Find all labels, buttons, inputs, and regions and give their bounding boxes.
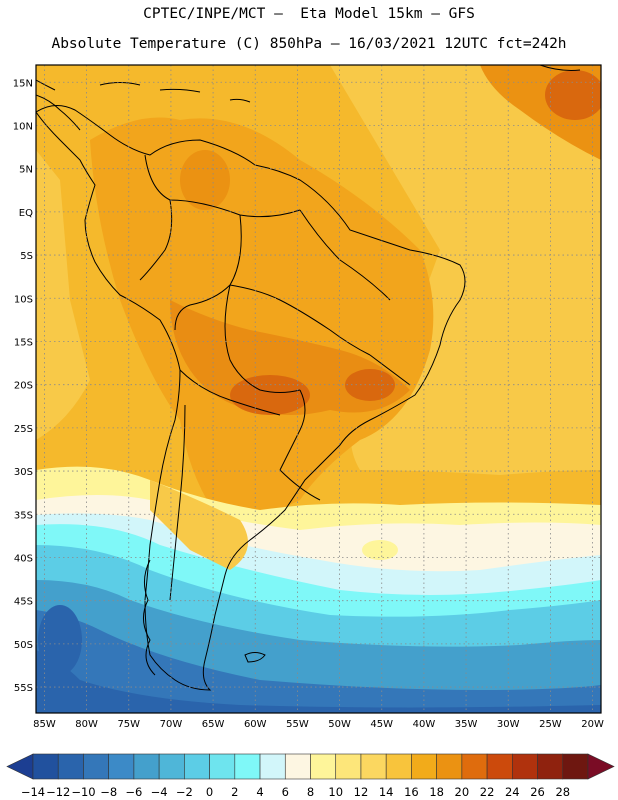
- colorbar-label: −6: [125, 785, 142, 799]
- colorbar-label: 6: [282, 785, 289, 799]
- latitude-label: EQ: [19, 208, 33, 219]
- latitude-label: 40S: [14, 553, 33, 564]
- colorbar-swatch: [310, 753, 337, 780]
- colorbar-label: 14: [379, 785, 394, 799]
- colorbar-label: 8: [307, 785, 314, 799]
- longitude-label: 50W: [328, 719, 351, 730]
- latitude-label: 20S: [14, 381, 33, 392]
- colorbar-label: 10: [328, 785, 343, 799]
- latitude-label: 10N: [13, 121, 33, 132]
- map-frame: [35, 64, 602, 714]
- latitude-label: 5N: [19, 165, 33, 176]
- map-title: CPTEC/INPE/MCT – Eta Model 15km – GFS: [143, 6, 475, 22]
- longitude-label: 85W: [33, 719, 56, 730]
- longitude-labels: 85W 80W 75W 70W 65W 60W 55W 50W 45W 40W 35W 30W 25W 2…: [33, 719, 604, 730]
- colorbar-label: −14: [21, 785, 45, 799]
- colorbar-swatch: [209, 753, 236, 780]
- colorbar-min-arrow: [6, 753, 34, 780]
- colorbar-label: 20: [455, 785, 470, 799]
- colorbar-swatch: [436, 753, 463, 780]
- temperature-field: [36, 65, 601, 713]
- longitude-label: 65W: [202, 719, 225, 730]
- colorbar-swatch: [537, 753, 564, 780]
- colorbar-swatch: [158, 753, 185, 780]
- longitude-label: 20W: [581, 719, 604, 730]
- colorbar-swatch: [335, 753, 362, 780]
- colorbar-swatch: [57, 753, 84, 780]
- color-scale-bar: [6, 753, 615, 780]
- colorbar-label: 26: [530, 785, 545, 799]
- colorbar-swatch: [83, 753, 109, 780]
- latitude-labels: 15N 10N 5N EQ 5S 10S 15S 20S 25S 30S 35S 40S 45S 50S 5…: [13, 78, 33, 694]
- colorbar-swatch: [411, 753, 437, 780]
- colorbar-label: 0: [206, 785, 213, 799]
- latitude-label: 10S: [14, 294, 33, 305]
- longitude-label: 35W: [455, 719, 478, 730]
- colorbar-label: 4: [256, 785, 263, 799]
- colorbar-label: 16: [404, 785, 419, 799]
- latitude-label: 45S: [14, 597, 33, 608]
- colorbar-label: −4: [151, 785, 168, 799]
- longitude-label: 75W: [117, 719, 140, 730]
- latitude-label: 30S: [14, 467, 33, 478]
- map-gridlines: [36, 65, 601, 713]
- colorbar-max-arrow: [587, 753, 615, 780]
- colorbar-swatch: [234, 753, 261, 780]
- colorbar-swatch: [133, 753, 160, 780]
- colorbar-label: 22: [480, 785, 495, 799]
- latitude-label: 5S: [20, 251, 33, 262]
- colorbar-swatch: [108, 753, 135, 780]
- colorbar-label: −8: [100, 785, 117, 799]
- longitude-label: 25W: [539, 719, 562, 730]
- colorbar-label: 18: [429, 785, 444, 799]
- longitude-label: 40W: [413, 719, 436, 730]
- colorbar-label: −10: [71, 785, 95, 799]
- latitude-label: 15N: [13, 78, 33, 89]
- colorbar-swatch: [562, 753, 589, 780]
- colorbar-swatch: [259, 753, 286, 780]
- latitude-label: 15S: [14, 337, 33, 348]
- colorbar-swatch: [32, 753, 59, 780]
- colorbar-label: −2: [176, 785, 193, 799]
- longitude-label: 45W: [370, 719, 393, 730]
- color-scale-labels: −14 −12 −10 −8 −6 −4 −2 0 2 4 6 8 10 12 14 16 18 20 22 24 26…: [21, 785, 570, 799]
- colorbar-label: 12: [354, 785, 369, 799]
- latitude-label: 35S: [14, 510, 33, 521]
- colorbar-swatch: [512, 753, 538, 780]
- longitude-label: 30W: [497, 719, 520, 730]
- colorbar-swatch: [385, 753, 412, 780]
- colorbar-label: −12: [46, 785, 70, 799]
- longitude-label: 80W: [75, 719, 98, 730]
- map-subtitle: Absolute Temperature (C) 850hPa – 16/03/…: [51, 36, 567, 52]
- longitude-label: 60W: [244, 719, 267, 730]
- colorbar-label: 24: [505, 785, 520, 799]
- latitude-label: 55S: [14, 683, 33, 694]
- longitude-label: 70W: [160, 719, 183, 730]
- latitude-label: 50S: [14, 640, 33, 651]
- colorbar-swatch: [461, 753, 488, 780]
- colorbar-swatch: [184, 753, 210, 780]
- colorbar-swatch: [360, 753, 387, 780]
- colorbar-label: 2: [231, 785, 238, 799]
- colorbar-swatch: [284, 753, 311, 780]
- latitude-label: 25S: [14, 424, 33, 435]
- coastlines: [36, 65, 581, 691]
- longitude-label: 55W: [286, 719, 309, 730]
- colorbar-label: 28: [555, 785, 570, 799]
- colorbar-swatch: [486, 753, 513, 780]
